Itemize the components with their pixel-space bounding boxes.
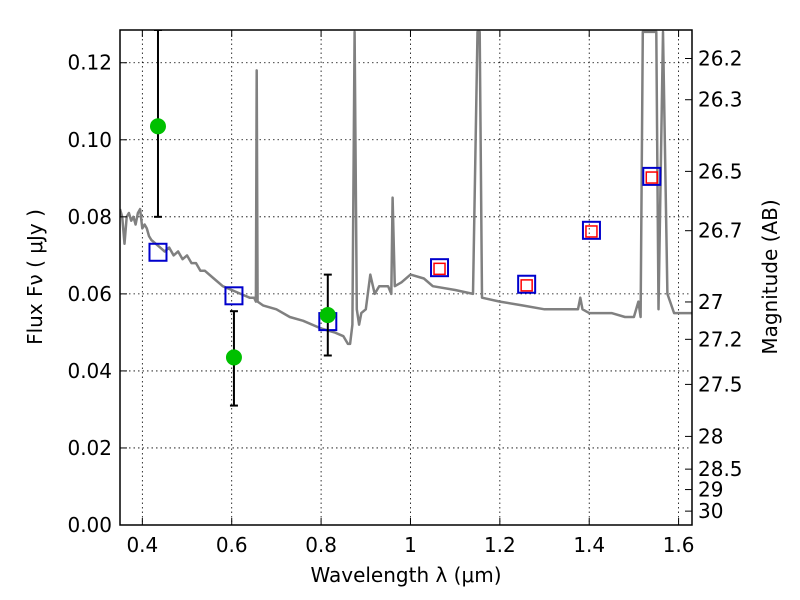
x-tick-label: 1.2 xyxy=(484,533,516,557)
x-axis-title: Wavelength λ (μm) xyxy=(310,563,501,587)
y-tick-label: 0.00 xyxy=(67,513,112,537)
model-flux-marker-blue xyxy=(581,220,601,240)
observed-flux-point xyxy=(319,307,336,324)
y-tick-label: 0.06 xyxy=(67,282,112,306)
y-tick-label: 0.04 xyxy=(67,359,112,383)
model-flux-marker-red xyxy=(520,279,533,292)
mag-tick-label: 28.5 xyxy=(698,457,743,481)
mag-tick-label: 26.5 xyxy=(698,159,743,183)
model-flux-marker-blue xyxy=(642,166,662,186)
y-tick-label: 0.08 xyxy=(67,205,112,229)
y-axis-right-title: Magnitude (AB) xyxy=(758,199,782,354)
mag-tick-label: 26.3 xyxy=(698,88,743,112)
observed-flux-point xyxy=(225,349,242,366)
mag-tick-label: 30 xyxy=(698,499,723,523)
plot-frame xyxy=(119,29,693,526)
x-tick-label: 0.6 xyxy=(216,533,248,557)
x-tick-label: 1.4 xyxy=(573,533,605,557)
mag-tick-label: 27.5 xyxy=(698,372,743,396)
model-flux-marker-blue xyxy=(148,242,168,262)
model-flux-marker-red xyxy=(585,225,598,238)
model-flux-marker-red xyxy=(645,171,659,184)
observed-flux-point xyxy=(149,118,166,135)
model-flux-marker-blue xyxy=(430,258,450,278)
x-tick-label: 0.8 xyxy=(305,533,337,557)
mag-tick-label: 27 xyxy=(698,290,723,314)
y-axis-left: 0.00 0.02 0.04 0.06 0.08 0.10 0.12 xyxy=(67,51,127,537)
x-tick-label: 1.6 xyxy=(663,533,695,557)
mag-tick-label: 28 xyxy=(698,424,723,448)
y-tick-label: 0.12 xyxy=(67,51,112,75)
mag-tick-label: 26.2 xyxy=(698,47,743,71)
model-flux-marker-blue xyxy=(224,286,244,306)
grid-lines xyxy=(120,30,692,526)
model-flux-marker-red xyxy=(433,262,446,276)
model-flux-marker-blue xyxy=(517,274,537,294)
mag-tick-label: 29 xyxy=(698,478,723,502)
x-tick-label: 1 xyxy=(404,533,417,557)
model-spectrum-line xyxy=(120,30,692,346)
x-tick-label: 0.4 xyxy=(126,533,158,557)
y-axis-title: Flux Fν ( μJy ) xyxy=(23,209,47,345)
mag-tick-label: 26.7 xyxy=(698,219,743,243)
y-tick-label: 0.10 xyxy=(67,128,112,152)
mag-tick-label: 27.2 xyxy=(698,327,743,351)
x-axis: 0.4 0.6 0.8 1 1.2 1.4 1.6 xyxy=(126,30,695,557)
y-tick-label: 0.02 xyxy=(67,436,112,460)
plot-data xyxy=(120,30,692,407)
